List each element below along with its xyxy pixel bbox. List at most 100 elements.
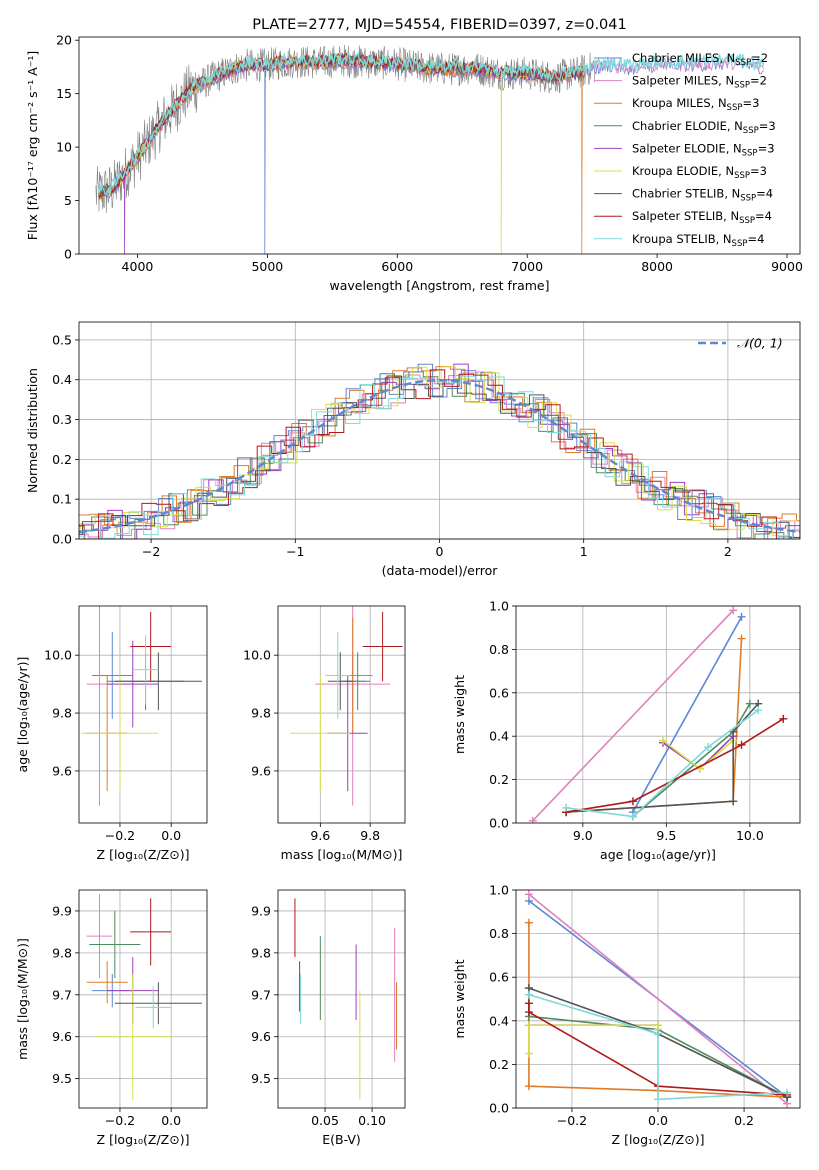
errorbar-kroupa-stelib xyxy=(325,632,351,719)
errorbar-kroupa-miles xyxy=(86,961,128,1004)
errorbar-salpeter-miles xyxy=(86,894,113,979)
x-tick-label: 8000 xyxy=(641,259,673,274)
legend-label: Chabrier STELIB, NSSP=4 xyxy=(632,187,773,204)
x-tick-label: 9.8 xyxy=(360,828,380,843)
axes-frame xyxy=(277,605,406,824)
weight-line-chabrier-stelib xyxy=(566,703,759,813)
errorbar-chabrier-stelib xyxy=(114,652,202,711)
y-tick-label: 0.8 xyxy=(489,642,509,657)
errorbar-salpeter-stelib xyxy=(130,611,172,682)
weight-line-kroupa-stelib xyxy=(528,993,788,1101)
y-tick-label: 0.0 xyxy=(489,816,509,831)
age-vs-mass-plot-area xyxy=(290,606,403,806)
weight-marker xyxy=(524,1021,533,1030)
x-tick-label: −0.2 xyxy=(105,828,135,843)
x-tick-label: 9.5 xyxy=(656,828,676,843)
y-tick-label: 10.0 xyxy=(44,648,72,663)
y-tick-label: 10 xyxy=(56,140,72,155)
y-tick-label: 5 xyxy=(64,193,72,208)
x-tick-label: 2 xyxy=(724,544,732,559)
y-tick-label: 1.0 xyxy=(489,883,509,898)
mass-vs-Z-plot-area xyxy=(86,894,202,1100)
mass-vs-ebv-panel: 0.05 0.10 9.5 9.6 9.7 9.8 9.9 E(B-V) xyxy=(251,889,406,1147)
legend-label: Salpeter STELIB, NSSP=4 xyxy=(632,209,772,226)
y-tick-label: 9.6 xyxy=(52,1029,72,1044)
x-tick-label: 6000 xyxy=(381,259,413,274)
spectrum-model-kroupa-elodie xyxy=(98,53,585,254)
weight-marker xyxy=(654,1029,662,1038)
age-vs-mass-panel: 9.6 9.8 9.6 9.8 10.0 mass [log₁₀(M/M⊙)] xyxy=(243,605,406,862)
x-axis-label: Z [log₁₀(Z/Z⊙)] xyxy=(97,1132,190,1147)
gaussian-curve xyxy=(79,378,800,534)
y-axis-label: mass weight xyxy=(452,675,467,754)
legend-label: Kroupa ELODIE, NSSP=3 xyxy=(632,164,767,181)
x-tick-label: 9.6 xyxy=(310,828,330,843)
x-axis-label: E(B-V) xyxy=(322,1132,361,1147)
weight-marker xyxy=(524,1082,533,1091)
x-tick-label: −0.2 xyxy=(105,1113,135,1128)
x-tick-label: 5000 xyxy=(251,259,283,274)
x-tick-label: 0.05 xyxy=(311,1113,339,1128)
histogram-kroupa-elodie xyxy=(79,366,800,537)
legend-label: Chabrier ELODIE, NSSP=3 xyxy=(632,119,776,136)
y-tick-label: 0.8 xyxy=(489,926,509,941)
x-axis-label: Z [log₁₀(Z/Z⊙)] xyxy=(97,847,190,862)
y-tick-label: 0.5 xyxy=(52,332,72,347)
x-tick-label: 0 xyxy=(436,544,444,559)
weight-marker xyxy=(562,803,571,812)
weight-marker xyxy=(754,706,763,715)
weight-marker xyxy=(524,890,533,899)
legend-label: Kroupa MILES, NSSP=3 xyxy=(632,96,759,113)
weight-line-salpeter-stelib xyxy=(565,718,784,813)
errorbar-chabrier-miles xyxy=(91,632,133,719)
axes-frame xyxy=(515,605,801,824)
weight-marker xyxy=(729,797,738,806)
x-tick-label: 9000 xyxy=(771,259,803,274)
weight-line-salpeter-miles xyxy=(528,893,788,1105)
y-tick-label: 9.7 xyxy=(251,987,271,1002)
y-tick-label: 9.9 xyxy=(52,903,72,918)
weight-marker xyxy=(524,990,533,999)
axes-frame xyxy=(78,36,801,255)
y-tick-label: 0.3 xyxy=(52,412,72,427)
y-tick-label: 0.1 xyxy=(52,492,72,507)
histogram-salpeter-stelib xyxy=(79,369,800,539)
spectrum-panel: 4000 5000 6000 7000 8000 9000 0 5 10 15 20 waveleng… xyxy=(25,17,803,293)
x-tick-label: 0.0 xyxy=(161,828,181,843)
x-tick-label: 10.0 xyxy=(736,828,764,843)
weight-marker xyxy=(659,736,668,745)
weight-marker xyxy=(524,1049,533,1058)
errorbar-kroupa-elodie xyxy=(290,675,351,792)
weight-marker xyxy=(524,999,533,1008)
legend-label: 𝒩(0, 1) xyxy=(737,336,783,351)
x-axis-label: age [log₁₀(age/yr)] xyxy=(600,847,716,862)
spectrum-model-kroupa-stelib xyxy=(97,50,765,196)
y-tick-label: 9.8 xyxy=(251,706,271,721)
y-tick-label: 9.7 xyxy=(52,987,72,1002)
weight-vs-age-plot-area xyxy=(528,606,788,823)
spectrum-data-line xyxy=(95,44,595,213)
y-tick-label: 0 xyxy=(64,247,72,262)
x-axis-label: wavelength [Angstrom, rest frame] xyxy=(329,278,549,293)
x-tick-label: −1 xyxy=(286,544,304,559)
y-tick-label: 9.6 xyxy=(251,1029,271,1044)
y-tick-label: 10.0 xyxy=(243,648,271,663)
histogram-kroupa-miles xyxy=(79,366,800,539)
errorbar-kroupa-elodie xyxy=(94,973,172,1100)
weight-vs-age-panel: 9.0 9.5 10.0 0.0 0.2 0.4 0.6 0.8 1.0 age [log₁₀(a… xyxy=(452,599,801,862)
histogram-chabrier-elodie xyxy=(79,371,800,539)
weight-line-chabrier-miles xyxy=(632,616,743,813)
histogram-chabrier-miles xyxy=(79,363,800,539)
errorbar-kroupa-stelib xyxy=(132,634,159,705)
y-tick-label: 0.4 xyxy=(489,1013,509,1028)
x-tick-label: 7000 xyxy=(511,259,543,274)
weight-marker xyxy=(528,816,537,823)
y-tick-label: 9.8 xyxy=(251,945,271,960)
mass-vs-ebv-plot-area xyxy=(294,898,398,1100)
errorbar-chabrier-elodie xyxy=(89,910,141,979)
x-tick-label: 9.0 xyxy=(573,828,593,843)
age-vs-Z-panel: −0.2 0.0 9.6 9.8 10.0 Z [log₁₀(Z/Z⊙)] age [log… xyxy=(15,605,208,862)
x-axis-label: mass [log₁₀(M/M⊙)] xyxy=(281,847,403,862)
weight-marker xyxy=(654,1095,662,1104)
